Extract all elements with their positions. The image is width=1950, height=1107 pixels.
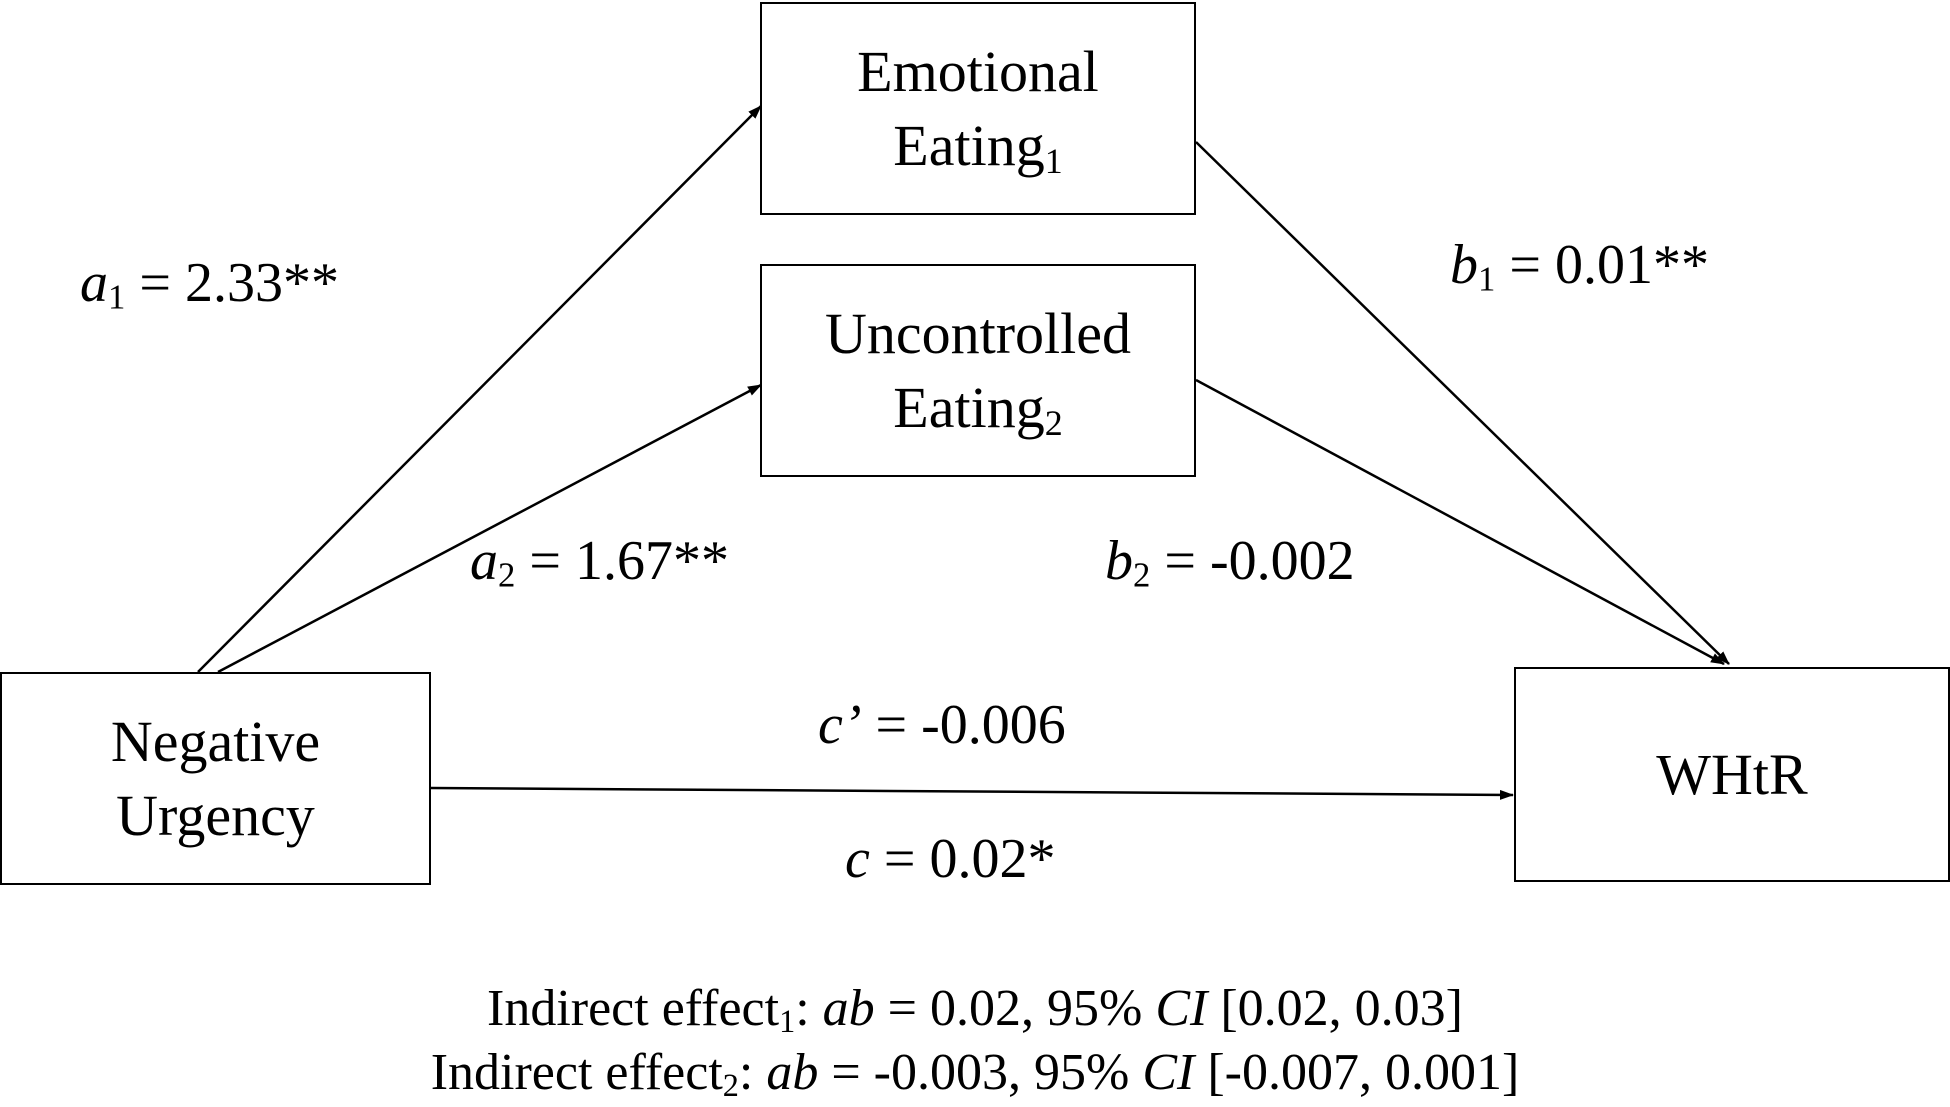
path-label-c-prime: c’ = -0.006: [818, 694, 1066, 756]
node-negative-urgency-line1: Negative: [110, 708, 321, 774]
node-uncontrolled-eating: Uncontrolled Eating2: [760, 264, 1196, 477]
node-uncontrolled-eating-subscript: 2: [1044, 402, 1063, 443]
node-uncontrolled-eating-line2: Eating: [893, 374, 1045, 440]
node-negative-urgency: Negative Urgency: [0, 672, 431, 885]
arrow-b2: [1195, 378, 1725, 666]
node-whtr: WHtR: [1514, 667, 1950, 882]
path-label-b2: b2 = -0.002: [1105, 530, 1355, 595]
node-emotional-eating-line2: Eating: [893, 112, 1045, 178]
indirect-effect-2: Indirect effect2: ab = -0.003, 95% CI [-…: [430, 1044, 1520, 1104]
node-emotional-eating: Emotional Eating1: [760, 2, 1196, 215]
node-emotional-eating-line1: Emotional: [857, 38, 1099, 104]
node-emotional-eating-subscript: 1: [1044, 140, 1063, 181]
node-uncontrolled-eating-line1: Uncontrolled: [824, 300, 1132, 366]
path-label-b1: b1 = 0.01**: [1450, 234, 1709, 299]
indirect-effect-1: Indirect effect1: ab = 0.02, 95% CI [0.0…: [487, 980, 1463, 1040]
arrow-a1: [197, 105, 762, 673]
node-whtr-label: WHtR: [1656, 741, 1808, 807]
path-label-a2: a2 = 1.67**: [470, 530, 729, 595]
arrow-a2: [217, 383, 762, 674]
node-negative-urgency-line2: Urgency: [116, 782, 315, 848]
arrow-b1: [1195, 141, 1730, 665]
path-label-a1: a1 = 2.33**: [80, 252, 339, 317]
arrow-c: [430, 786, 1514, 800]
path-label-c: c = 0.02*: [845, 828, 1056, 890]
